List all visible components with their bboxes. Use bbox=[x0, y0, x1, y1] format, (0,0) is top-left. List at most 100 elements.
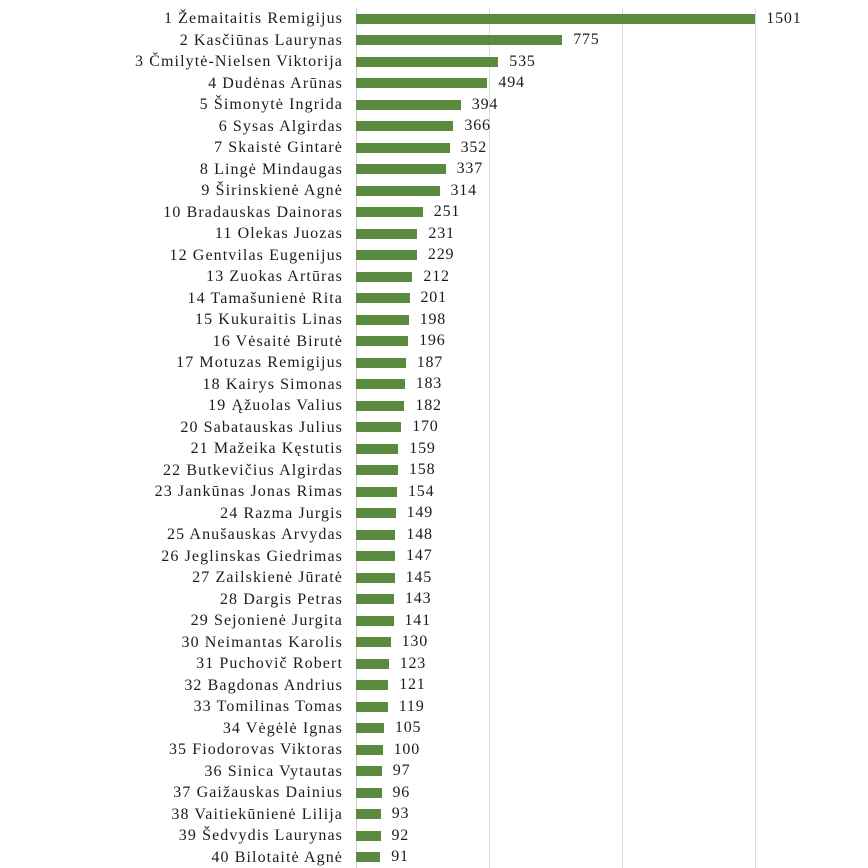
chart-row: 11 Olekas Juozas 231 bbox=[0, 223, 868, 245]
bar bbox=[356, 314, 409, 325]
value-label: 147 bbox=[406, 547, 433, 565]
value-label: 130 bbox=[401, 633, 428, 651]
category-label: 18 Kairys Simonas bbox=[202, 375, 343, 393]
bar-area: 337 bbox=[356, 159, 868, 181]
category-label: 13 Zuokas Artūras bbox=[206, 268, 343, 285]
chart-row: 32 Bagdonas Andrius 121 bbox=[0, 675, 868, 697]
bar-area: 196 bbox=[356, 331, 868, 353]
value-label: 143 bbox=[405, 590, 432, 608]
category-label: 5 Šimonytė Ingrida bbox=[199, 96, 343, 113]
value-label: 91 bbox=[391, 848, 409, 866]
bar-area: 130 bbox=[356, 632, 868, 654]
bar-area: 231 bbox=[356, 223, 868, 245]
category-label: 12 Gentvilas Eugenijus bbox=[169, 246, 343, 264]
chart-row: 35 Fiodorovas Viktoras 100 bbox=[0, 739, 868, 761]
bar bbox=[356, 400, 405, 411]
chart-row: 27 Zailskienė Jūratė 145 bbox=[0, 567, 868, 589]
bar bbox=[356, 228, 418, 239]
chart-row: 39 Šedvydis Laurynas 92 bbox=[0, 825, 868, 847]
category-label: 38 Vaitiekūnienė Lilija bbox=[171, 805, 343, 823]
chart-row: 6 Sysas Algirdas 366 bbox=[0, 116, 868, 138]
bar bbox=[356, 422, 402, 433]
value-label: 394 bbox=[471, 95, 499, 113]
bar bbox=[356, 658, 389, 669]
bar bbox=[356, 13, 756, 24]
bar bbox=[356, 701, 388, 712]
bar bbox=[356, 121, 454, 132]
category-label: 20 Sabatauskas Julius bbox=[180, 418, 343, 436]
category-label: 34 Vėgėlė Ignas bbox=[222, 719, 343, 737]
bar bbox=[356, 637, 391, 648]
bar-area: 149 bbox=[356, 503, 868, 525]
value-label: 337 bbox=[456, 160, 483, 178]
value-label: 198 bbox=[419, 310, 447, 328]
value-label: 494 bbox=[498, 74, 525, 92]
bar-area: 170 bbox=[356, 417, 868, 439]
category-label: 19 Ąžuolas Valius bbox=[208, 397, 343, 414]
bar-area: 141 bbox=[356, 610, 868, 632]
category-label: 15 Kukuraitis Linas bbox=[195, 311, 343, 328]
category-label: 16 Vėsaitė Birutė bbox=[212, 332, 343, 350]
category-label: 8 Lingė Mindaugas bbox=[199, 160, 343, 178]
value-label: 775 bbox=[573, 31, 600, 49]
chart-row: 15 Kukuraitis Linas 198 bbox=[0, 309, 868, 331]
bar-area: 121 bbox=[356, 675, 868, 697]
category-label: 28 Dargis Petras bbox=[219, 590, 343, 608]
category-label: 32 Bagdonas Andrius bbox=[184, 676, 343, 694]
value-label: 314 bbox=[450, 181, 477, 199]
chart-row: 18 Kairys Simonas 183 bbox=[0, 374, 868, 396]
bar bbox=[356, 99, 461, 110]
bar-area: 91 bbox=[356, 847, 868, 868]
bar bbox=[356, 164, 446, 175]
value-label: 105 bbox=[394, 719, 422, 737]
bar bbox=[356, 250, 417, 261]
bar-area: 187 bbox=[356, 352, 868, 374]
category-label: 40 Bilotaitė Agnė bbox=[211, 848, 343, 866]
chart-row: 37 Gaižauskas Dainius 96 bbox=[0, 782, 868, 804]
bar bbox=[356, 766, 382, 777]
chart-row: 28 Dargis Petras 143 bbox=[0, 589, 868, 611]
chart-row: 1 Žemaitaitis Remigijus 1501 bbox=[0, 8, 868, 30]
chart-row: 36 Sinica Vytautas 97 bbox=[0, 761, 868, 783]
gridline-1500 bbox=[755, 8, 756, 868]
value-label: 182 bbox=[415, 396, 442, 414]
value-label: 96 bbox=[392, 783, 411, 801]
chart-row: 38 Vaitiekūnienė Lilija 93 bbox=[0, 804, 868, 826]
value-label: 251 bbox=[433, 203, 461, 221]
chart-row: 25 Anušauskas Arvydas 148 bbox=[0, 524, 868, 546]
bar bbox=[356, 271, 413, 282]
value-label: 92 bbox=[391, 826, 410, 844]
bar bbox=[356, 142, 450, 153]
category-label: 23 Jankūnas Jonas Rimas bbox=[154, 483, 343, 500]
bar-area: 93 bbox=[356, 804, 868, 826]
value-label: 196 bbox=[419, 332, 446, 350]
bar-area: 1501 bbox=[356, 8, 868, 30]
bar-area: 158 bbox=[356, 460, 868, 482]
chart-row: 10 Bradauskas Dainoras 251 bbox=[0, 202, 868, 224]
chart-row: 26 Jeglinskas Giedrimas 147 bbox=[0, 546, 868, 568]
chart-row: 4 Dudėnas Arūnas 494 bbox=[0, 73, 868, 95]
category-label: 33 Tomilinas Tomas bbox=[193, 698, 343, 715]
chart-rows: 1 Žemaitaitis Remigijus 1501 2 Kasčiūnas… bbox=[0, 8, 868, 868]
bar bbox=[356, 830, 381, 841]
value-label: 119 bbox=[398, 697, 425, 715]
bar-area: 123 bbox=[356, 653, 868, 675]
bar bbox=[356, 572, 395, 583]
value-label: 149 bbox=[406, 504, 433, 522]
bar-area: 145 bbox=[356, 567, 868, 589]
chart-row: 22 Butkevičius Algirdas 158 bbox=[0, 460, 868, 482]
bar-area: 159 bbox=[356, 438, 868, 460]
bar-area: 100 bbox=[356, 739, 868, 761]
value-label: 231 bbox=[428, 224, 455, 242]
bar-area: 251 bbox=[356, 202, 868, 224]
bar-area: 775 bbox=[356, 30, 868, 52]
bar bbox=[356, 293, 410, 304]
bar-area: 201 bbox=[356, 288, 868, 310]
bar-area: 198 bbox=[356, 309, 868, 331]
category-label: 31 Puchovič Robert bbox=[196, 655, 343, 672]
bar bbox=[356, 744, 383, 755]
chart-row: 30 Neimantas Karolis 130 bbox=[0, 632, 868, 654]
bar bbox=[356, 680, 389, 691]
bar bbox=[356, 529, 396, 540]
chart-row: 34 Vėgėlė Ignas 105 bbox=[0, 718, 868, 740]
